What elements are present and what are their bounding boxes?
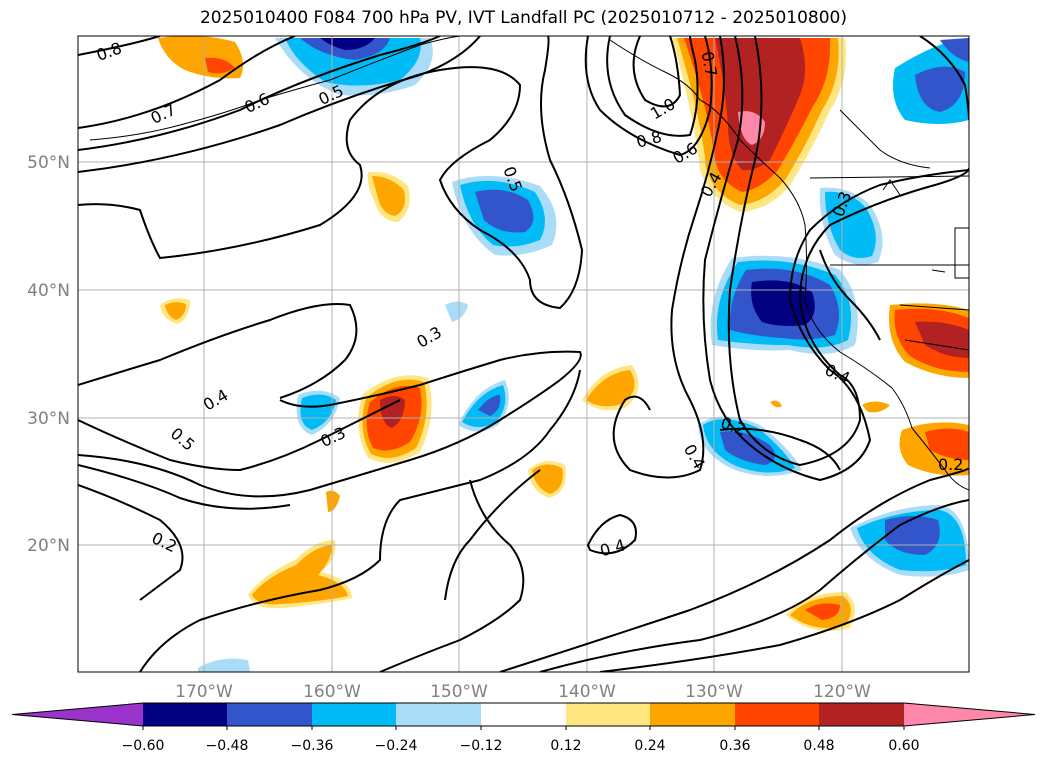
lon-label-130w: 130°W (685, 682, 743, 702)
shade-negative (198, 658, 250, 672)
colorbar-segment (650, 703, 735, 726)
latitude-labels: 50°N 40°N 30°N 20°N (27, 153, 70, 556)
colorbar-segment (312, 703, 396, 726)
colorbar (11, 702, 1036, 730)
shade-positive (326, 490, 340, 512)
lat-label-20n: 20°N (27, 536, 70, 556)
map-frame (77, 35, 970, 673)
colorbar-extend-low (12, 703, 143, 726)
shading-layer (158, 36, 969, 672)
lat-label-50n: 50°N (27, 153, 70, 173)
lat-label-30n: 30°N (27, 409, 70, 429)
shade-positive (372, 176, 405, 216)
colorbar-tick-label: −0.60 (122, 738, 165, 754)
contour-label: 0.7 (698, 50, 721, 78)
shade-negative (320, 38, 375, 50)
colorbar-segment (143, 703, 227, 726)
colorbar-tick-label: −0.24 (375, 738, 418, 754)
colorbar-segment (396, 703, 481, 726)
lat-label-40n: 40°N (27, 281, 70, 301)
shade-negative (445, 301, 468, 322)
colorbar-tick-label: −0.12 (460, 738, 503, 754)
colorbar-segment (819, 703, 904, 726)
coastlines (89, 36, 969, 491)
lon-label-120w: 120°W (813, 682, 871, 702)
shade-positive (925, 428, 969, 460)
lon-label-170w: 170°W (175, 682, 233, 702)
colorbar-tick-label: −0.36 (291, 738, 334, 754)
colorbar-extend-high (904, 703, 1035, 726)
colorbar-tick-label: −0.48 (206, 738, 249, 754)
lon-label-140w: 140°W (558, 682, 616, 702)
lon-label-160w: 160°W (303, 682, 361, 702)
map-title: 2025010400 F084 700 hPa PV, IVT Landfall… (199, 8, 847, 28)
colorbar-tick-label: 0.12 (550, 738, 581, 754)
colorbar-tick-label: 0.36 (719, 738, 750, 754)
shade-negative (940, 38, 969, 62)
shade-negative (825, 191, 876, 258)
shade-positive (915, 321, 969, 358)
shade-positive (532, 464, 563, 494)
colorbar-segment (735, 703, 819, 726)
shade-positive (380, 396, 405, 428)
contour-label: 0.2 (938, 455, 963, 474)
graticule (78, 36, 969, 672)
shade-positive (862, 401, 890, 413)
shade-positive (205, 57, 235, 74)
shade-negative (720, 431, 775, 465)
shade-negative (751, 280, 815, 326)
contour-lines (78, 36, 969, 672)
shade-negative (300, 394, 336, 430)
colorbar-tick-label: 0.24 (634, 738, 665, 754)
shade-negative (475, 189, 534, 233)
map-content: 0.8 0.7 0.6 0.5 0.5 1.0 0.8 0.6 0.4 0.3 … (78, 36, 969, 672)
shade-negative (478, 395, 501, 416)
colorbar-tick-label: 0.60 (888, 738, 919, 754)
longitude-labels: 170°W 160°W 150°W 140°W 130°W 120°W (175, 682, 871, 702)
colorbar-tick-label: 0.48 (803, 738, 834, 754)
colorbar-segment (227, 703, 312, 726)
lon-label-150w: 150°W (430, 682, 488, 702)
colorbar-segment (481, 703, 566, 726)
shade-positive (165, 302, 186, 320)
colorbar-ticks: −0.60 −0.48 −0.36 −0.24 −0.12 0.12 0.24 … (122, 738, 920, 754)
shade-positive (586, 370, 635, 407)
shade-positive (715, 38, 805, 171)
colorbar-segment (566, 703, 650, 726)
shade-positive (770, 400, 782, 408)
shade-negative (915, 66, 965, 112)
shade-positive (805, 603, 840, 620)
